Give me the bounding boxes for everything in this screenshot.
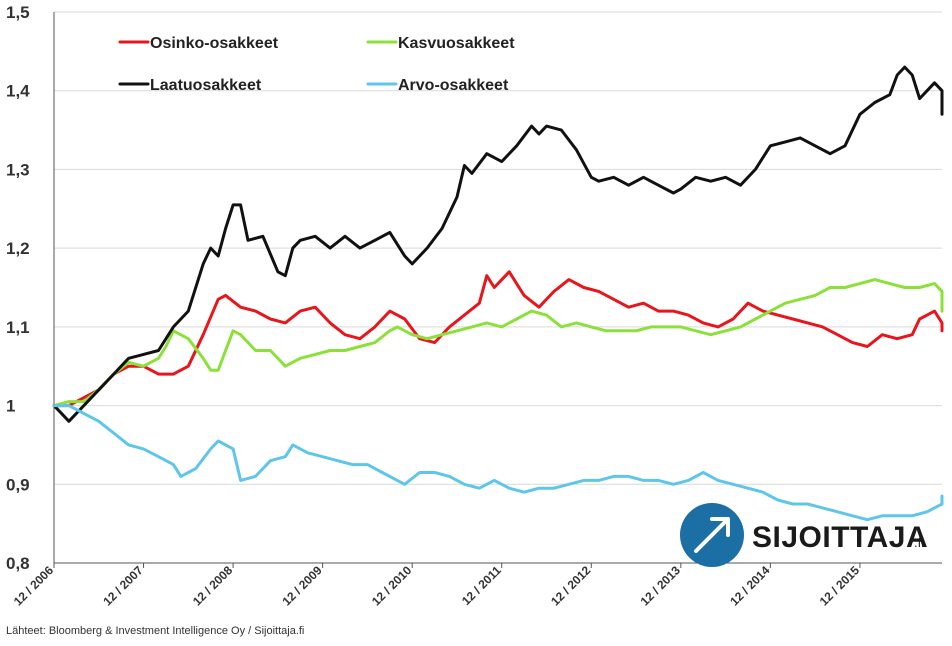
series-lines: [52, 65, 944, 522]
series-line-3: [52, 65, 944, 423]
y-tick-label: 0,8: [6, 554, 30, 573]
x-tick-label: 12 / 2007: [100, 563, 146, 609]
brand-suffix: .fi: [914, 535, 924, 550]
y-tick-label: 1,3: [6, 160, 30, 179]
x-tick-label: 12 / 2015: [817, 563, 863, 609]
legend: Osinko-osakkeet Kasvuosakkeet Laatuosakkee…: [118, 35, 515, 94]
brand-logo: SIJOITTAJA .fi: [680, 503, 928, 567]
y-tick-label: 1,5: [6, 3, 30, 22]
x-tick-label: 12 / 2014: [727, 563, 773, 609]
series-line-2: [52, 278, 944, 408]
x-tick-label: 12 / 2008: [190, 563, 236, 609]
series-line-4: [52, 404, 944, 522]
y-axis: 0,8 0,9 1 1,1 1,2 1,3 1,4 1,5: [6, 3, 55, 573]
brand-name: SIJOITTAJA: [752, 521, 928, 554]
y-tick-label: 1,4: [6, 82, 30, 101]
legend-label: Arvo-osakkeet: [398, 77, 509, 94]
logo-arrow-path: [694, 517, 730, 553]
y-tick-label: 0,9: [6, 475, 30, 494]
y-tick-label: 1,1: [6, 318, 30, 337]
x-axis: 12 / 2006 12 / 2007 12 / 2008 12 / 2009 12 /…: [11, 562, 942, 609]
y-tick-label: 1,2: [6, 239, 30, 258]
series-line-1: [52, 270, 944, 408]
legend-label: Osinko-osakkeet: [150, 35, 279, 52]
x-tick-label: 12 / 2013: [638, 563, 684, 609]
x-tick-label: 12 / 2010: [369, 563, 415, 609]
legend-label: Kasvuosakkeet: [398, 35, 515, 52]
legend-label: Laatuosakkeet: [150, 77, 262, 94]
source-text: Lähteet: Bloomberg & Investment Intellig…: [6, 625, 304, 637]
grid-lines: [54, 11, 942, 564]
x-tick-label: 12 / 2012: [548, 563, 594, 609]
x-tick-label: 12 / 2011: [459, 563, 504, 608]
y-tick-label: 1: [6, 397, 15, 416]
x-tick-label: 12 / 2009: [279, 563, 325, 609]
